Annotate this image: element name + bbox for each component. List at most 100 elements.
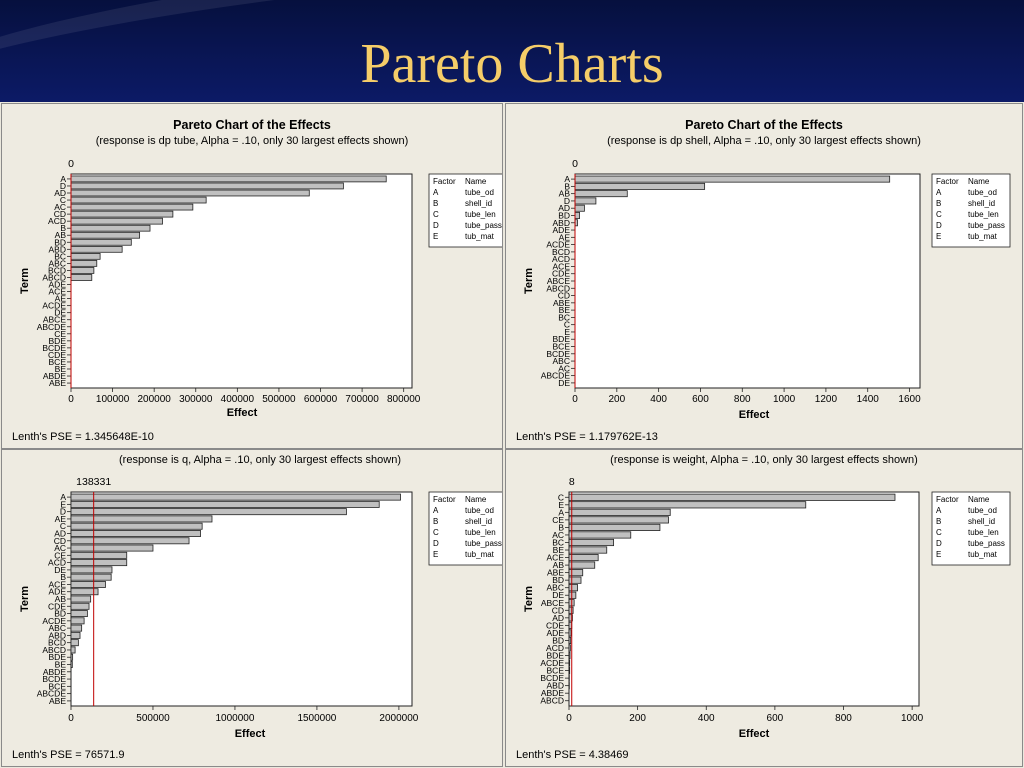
term-label: D: [564, 196, 570, 206]
x-axis-label: Effect: [227, 407, 258, 419]
legend-header-name: Name: [968, 177, 990, 186]
effect-bar: [70, 175, 387, 183]
legend-factor: B: [936, 517, 941, 526]
term-label: C: [60, 195, 66, 205]
term-label: ABDE: [43, 667, 66, 677]
term-label: ABCE: [547, 276, 570, 286]
x-tick-label: 1000: [901, 713, 924, 724]
effect-bar: [568, 531, 632, 539]
term-label: ADE: [49, 587, 67, 597]
term-label: AC: [552, 530, 564, 540]
legend-header-name: Name: [968, 495, 990, 504]
effect-bar: [70, 238, 132, 246]
legend-factor: E: [936, 550, 941, 559]
effect-bar: [568, 538, 615, 547]
term-label: ABDE: [43, 371, 66, 381]
lenth-pse: Lenth's PSE = 76571.9: [12, 749, 125, 761]
effect-bar: [574, 197, 597, 205]
effect-bar: [568, 584, 578, 592]
effect-bar: [568, 659, 571, 667]
x-tick-label: 700000: [345, 394, 379, 405]
legend-name: tube_pass: [968, 539, 1005, 548]
term-label: ABCDE: [37, 689, 67, 699]
lenth-pse: Lenth's PSE = 1.345648E-10: [12, 431, 154, 443]
x-axis-label: Effect: [739, 728, 770, 740]
effect-bar: [70, 224, 151, 232]
factor-legend: [931, 491, 1011, 566]
effect-bar: [70, 267, 95, 274]
effect-bar: [70, 515, 213, 523]
reference-line-label: 0: [68, 158, 74, 170]
legend-name: tub_mat: [968, 550, 998, 559]
term-label: BDE: [547, 651, 565, 661]
x-tick-label: 0: [68, 394, 74, 405]
term-label: BCDE: [546, 349, 570, 359]
term-label: A: [564, 174, 570, 184]
term-label: ACDE: [42, 616, 66, 626]
effect-bar: [568, 569, 584, 577]
effect-bar: [568, 493, 896, 501]
term-label: ABD: [553, 218, 570, 228]
factor-legend: [931, 173, 1011, 248]
effect-bar: [70, 566, 113, 574]
effect-bar: [568, 591, 577, 599]
title-banner: Pareto Charts: [0, 0, 1024, 102]
legend-name: tube_od: [968, 506, 997, 515]
bars-group: [67, 493, 401, 702]
x-tick-label: 2000000: [379, 713, 418, 724]
x-tick-label: 200: [608, 394, 625, 405]
legend-name: tube_len: [465, 528, 496, 537]
x-tick-label: 1000: [773, 394, 796, 405]
term-label: ABC: [547, 583, 564, 593]
x-tick-label: 1000000: [215, 713, 254, 724]
x-tick-label: 800000: [387, 394, 421, 405]
term-label: ACDE: [546, 240, 570, 250]
term-label: E: [558, 500, 564, 510]
effect-bar: [568, 546, 608, 554]
term-label: AC: [54, 202, 66, 212]
term-label: ABC: [553, 356, 570, 366]
legend-header-name: Name: [465, 177, 487, 186]
effect-bar: [70, 274, 93, 281]
chart-title: Pareto Chart of the Effects: [685, 118, 843, 132]
y-axis-label: Term: [523, 268, 535, 294]
term-label: A: [558, 507, 564, 517]
term-label: ABE: [547, 568, 564, 578]
term-label: BE: [55, 364, 67, 374]
term-label: ACE: [547, 553, 565, 563]
effect-bar: [70, 182, 344, 190]
legend-factor: E: [936, 232, 941, 241]
chart-subtitle: (response is dp shell, Alpha = .10, only…: [607, 135, 921, 147]
x-tick-label: 500000: [262, 394, 296, 405]
term-label: A: [60, 492, 66, 502]
term-label: AB: [55, 594, 67, 604]
chart-title: Pareto Chart of the Effects: [173, 118, 331, 132]
effect-bar: [70, 210, 174, 218]
legend-factor: C: [936, 528, 942, 537]
effect-bar: [70, 551, 128, 559]
effect-bar: [70, 245, 123, 253]
term-label: ADE: [49, 280, 67, 290]
term-label: CDE: [552, 269, 570, 279]
term-label: BD: [552, 635, 564, 645]
effect-bar: [574, 212, 580, 219]
effect-bar: [70, 573, 112, 581]
effect-bar: [70, 639, 79, 647]
reference-line-label: 8: [569, 476, 575, 488]
term-label: BD: [54, 609, 66, 619]
lenth-pse: Lenth's PSE = 1.179762E-13: [516, 431, 658, 443]
y-axis-label: Term: [19, 268, 31, 294]
term-label: AC: [54, 543, 66, 553]
term-label: ABD: [49, 244, 66, 254]
term-label: ACE: [553, 261, 571, 271]
legend-factor: D: [936, 221, 942, 230]
effect-bar: [70, 537, 190, 545]
effect-bar: [70, 661, 73, 668]
term-label: AB: [55, 230, 67, 240]
legend-factor: E: [433, 232, 438, 241]
term-label: CD: [54, 209, 66, 219]
chart-grid: Pareto Chart of the Effects (response is …: [0, 102, 1024, 768]
term-label: BCD: [48, 638, 66, 648]
effect-bar: [568, 667, 571, 675]
term-label: AE: [559, 232, 571, 242]
